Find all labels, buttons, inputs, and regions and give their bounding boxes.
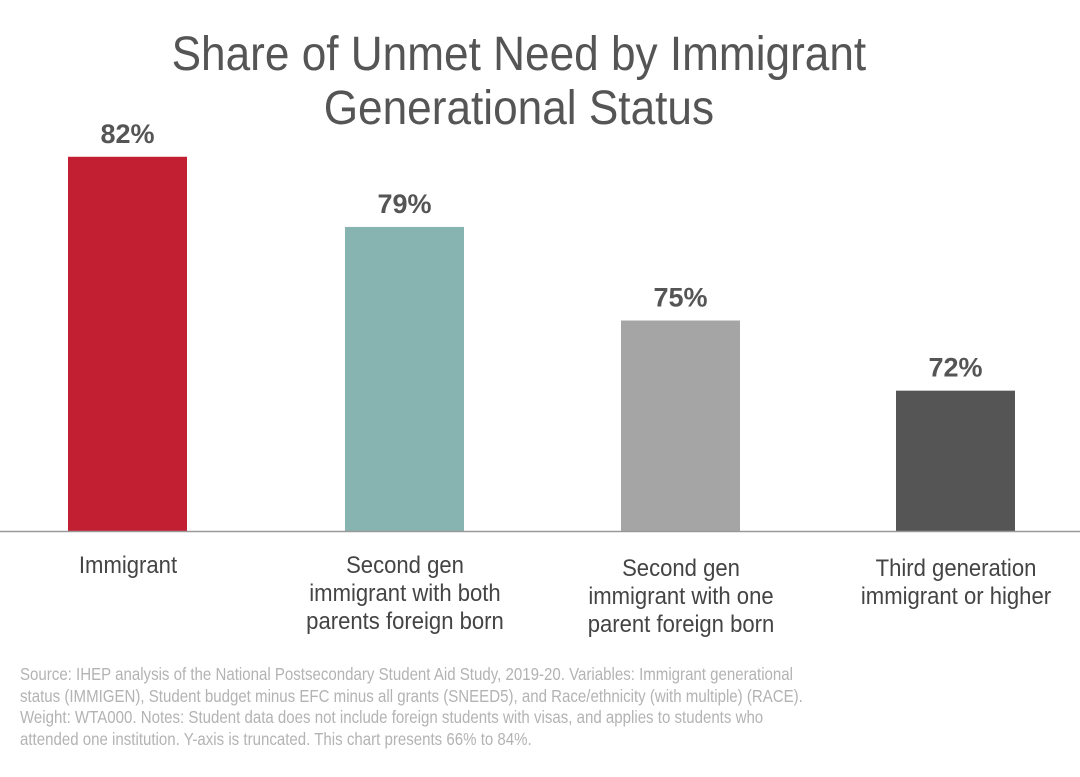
category-label-line: Second gen bbox=[345, 552, 464, 579]
category-label-line: Second gen bbox=[621, 555, 740, 582]
category-label: Third generation immigrant or higher bbox=[827, 555, 1080, 611]
data-label: 82% bbox=[100, 119, 154, 149]
category-label: Immigrant bbox=[0, 552, 256, 580]
category-label-line: parent foreign born bbox=[587, 611, 774, 638]
footnote-line: status (IMMIGEN), Student budget minus E… bbox=[20, 685, 803, 706]
footnote-line: attended one institution. Y-axis is trun… bbox=[20, 728, 532, 749]
category-label: Second gen immigrant with one parent forei… bbox=[552, 555, 810, 639]
data-label: 75% bbox=[653, 283, 707, 313]
footnote-line: Weight: WTA000. Notes: Student data does… bbox=[20, 707, 764, 727]
footnote-line: Source: IHEP analysis of the National Po… bbox=[20, 664, 794, 684]
category-label: Second gen immigrant with both parents for… bbox=[276, 552, 534, 636]
category-label-line: immigrant with both bbox=[308, 580, 501, 607]
footnote: Source: IHEP analysis of the National Po… bbox=[20, 664, 803, 750]
data-label: 72% bbox=[928, 353, 982, 383]
title-line: Share of Unmet Need by Immigrant bbox=[171, 28, 867, 81]
category-label-line: immigrant or higher bbox=[860, 583, 1051, 610]
title-line: Generational Status bbox=[323, 82, 715, 135]
bar bbox=[68, 156, 187, 531]
category-label-line: parents foreign born bbox=[305, 608, 504, 635]
data-label: 79% bbox=[377, 189, 431, 219]
bar bbox=[345, 226, 464, 531]
bar bbox=[896, 390, 1015, 531]
chart-title: Share of Unmet Need by Immigrant Generat… bbox=[0, 28, 1038, 136]
category-label-line: Third generation bbox=[875, 555, 1036, 582]
category-label-line: immigrant with one bbox=[587, 583, 774, 610]
bar bbox=[621, 320, 740, 531]
category-label-line: Immigrant bbox=[78, 552, 177, 579]
